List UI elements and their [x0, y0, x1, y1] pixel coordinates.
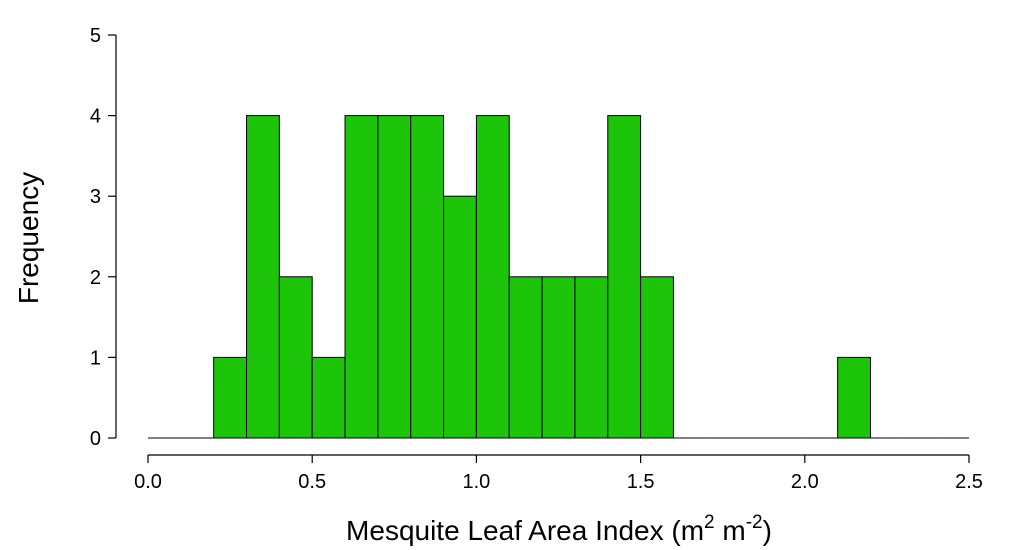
- histogram-bar: [541, 276, 576, 439]
- x-tick-label: 0.5: [298, 471, 326, 493]
- y-tick-label: 4: [90, 106, 101, 128]
- histogram-bar: [443, 195, 477, 439]
- histogram-bar: [410, 115, 445, 439]
- y-tick-label: 5: [90, 25, 101, 47]
- x-axis-title-sup1: 2: [704, 512, 715, 533]
- x-tick-label: 0.0: [134, 471, 162, 493]
- histogram-bar: [246, 115, 280, 439]
- histogram-bar: [574, 276, 609, 439]
- y-axis: 0 1 2 3 4 5: [90, 25, 117, 450]
- histogram-bar: [377, 115, 412, 439]
- x-tick-label: 2.0: [791, 471, 819, 493]
- x-axis-title-mid: m: [715, 515, 746, 546]
- histogram-bars: [148, 115, 969, 439]
- histogram-bar: [475, 115, 510, 439]
- x-axis: 0.0 0.5 1.0 1.5 2.0 2.5: [134, 454, 983, 493]
- y-axis-title: Frequency: [13, 172, 44, 304]
- histogram-bar: [640, 276, 674, 439]
- x-tick-label: 2.5: [955, 471, 983, 493]
- y-tick-label: 1: [90, 347, 101, 369]
- histogram-bar: [344, 115, 379, 439]
- y-tick-label: 2: [90, 267, 101, 289]
- histogram-bar: [311, 356, 346, 439]
- histogram-bar: [607, 115, 642, 439]
- x-axis-title-end: ): [763, 515, 772, 546]
- y-tick-label: 3: [90, 186, 101, 208]
- histogram-bar: [278, 276, 313, 439]
- x-tick-label: 1.5: [627, 471, 655, 493]
- histogram-bar: [508, 276, 543, 439]
- x-axis-title-sup2: -2: [746, 512, 763, 533]
- x-axis-title-main: Mesquite Leaf Area Index (m: [346, 515, 704, 546]
- y-tick-label: 0: [90, 428, 101, 450]
- x-axis-title: Mesquite Leaf Area Index (m2 m-2): [346, 512, 772, 546]
- histogram-bar: [837, 356, 871, 439]
- x-tick-label: 1.0: [462, 471, 490, 493]
- histogram-bar: [213, 356, 248, 439]
